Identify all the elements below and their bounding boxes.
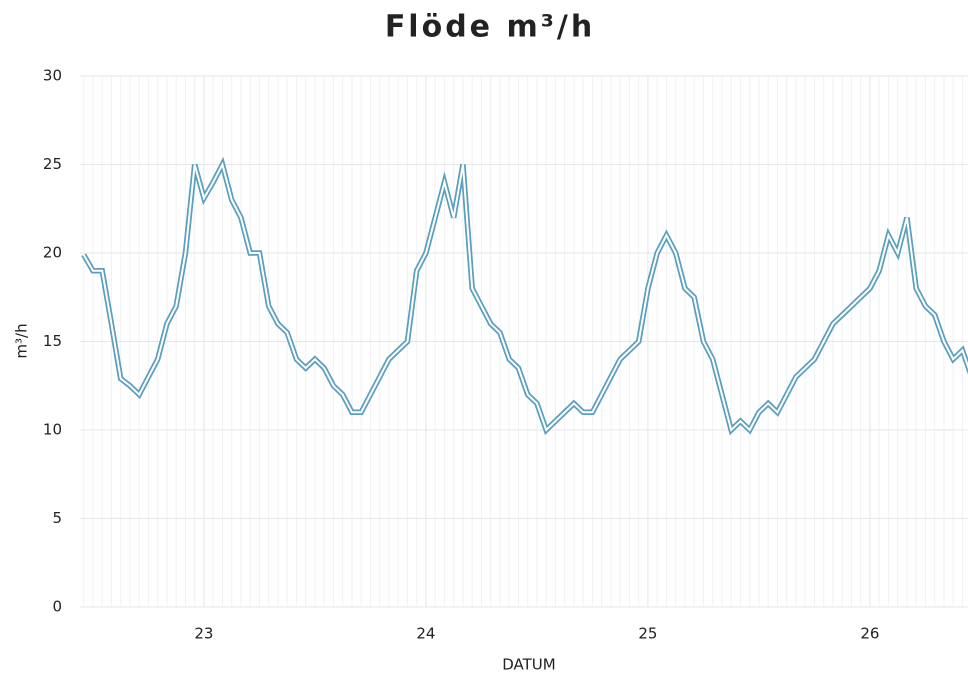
y-tick-label: 20	[43, 244, 62, 262]
x-tick-label: 26	[860, 625, 879, 643]
y-axis-label: m³/h	[13, 323, 31, 358]
y-tick-label: 5	[52, 509, 62, 527]
y-tick-label: 0	[52, 598, 62, 616]
grid	[80, 75, 968, 608]
y-tick-label: 15	[43, 332, 62, 350]
chart-title: Flöde m³/h	[385, 10, 595, 45]
data-line-inner	[82, 161, 968, 432]
x-tick-label: 23	[194, 625, 213, 643]
y-tick-label: 30	[43, 67, 62, 85]
plot-area	[81, 156, 968, 436]
x-tick-label: 24	[416, 625, 435, 643]
x-tick-label: 25	[638, 625, 657, 643]
y-tick-label: 25	[43, 155, 62, 173]
x-axis-label: DATUM	[502, 656, 555, 674]
y-tick-label: 10	[43, 421, 62, 439]
